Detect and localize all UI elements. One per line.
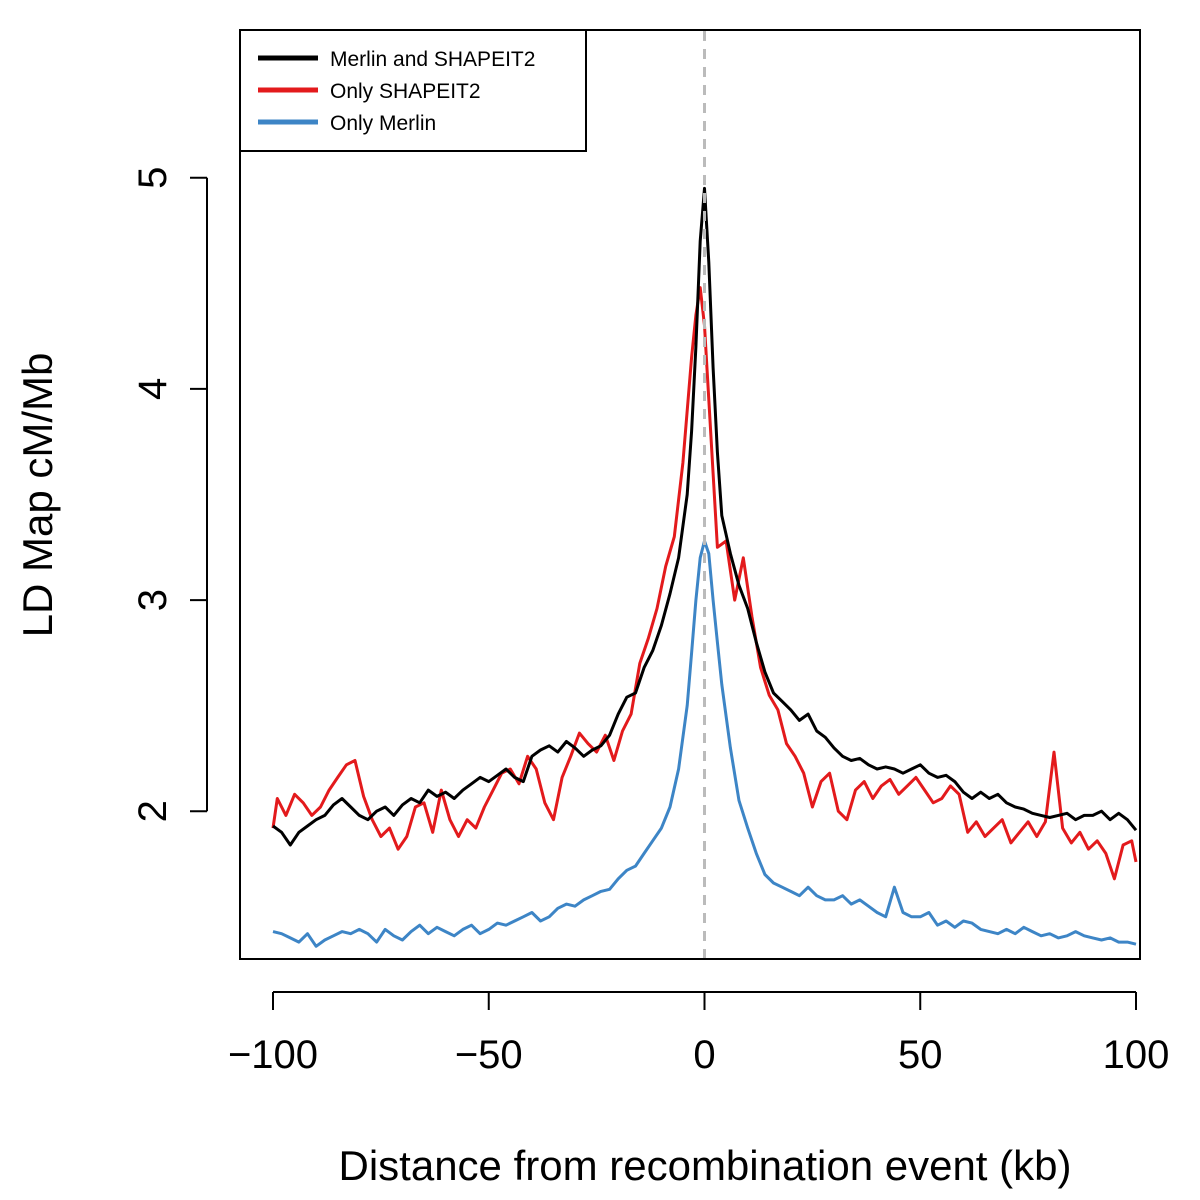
y-tick-label: 5 — [131, 167, 175, 189]
x-tick-label: 50 — [898, 1033, 943, 1077]
legend-label-0: Merlin and SHAPEIT2 — [330, 48, 535, 71]
x-tick-label: 0 — [693, 1033, 715, 1077]
legend: Merlin and SHAPEIT2 Only SHAPEIT2 Only Mer… — [239, 29, 587, 152]
y-axis: 2 3 4 5 — [131, 167, 208, 822]
x-tick-label: −100 — [228, 1033, 318, 1077]
y-tick-label: 4 — [131, 378, 175, 400]
series-line-0 — [272, 186, 1138, 847]
y-tick-label: 2 — [131, 800, 175, 822]
x-axis: −100 −50 0 50 100 — [228, 991, 1170, 1077]
legend-label-2: Only Merlin — [330, 112, 436, 135]
plot-frame — [239, 29, 1141, 960]
x-tick-label: −50 — [455, 1033, 523, 1077]
y-axis-title: LD Map cM/Mb — [14, 353, 61, 638]
legend-label-1: Only SHAPEIT2 — [330, 80, 481, 103]
x-tick-label: 100 — [1103, 1033, 1170, 1077]
y-tick-label: 3 — [131, 589, 175, 611]
x-axis-title: Distance from recombination event (kb) — [339, 1142, 1072, 1189]
